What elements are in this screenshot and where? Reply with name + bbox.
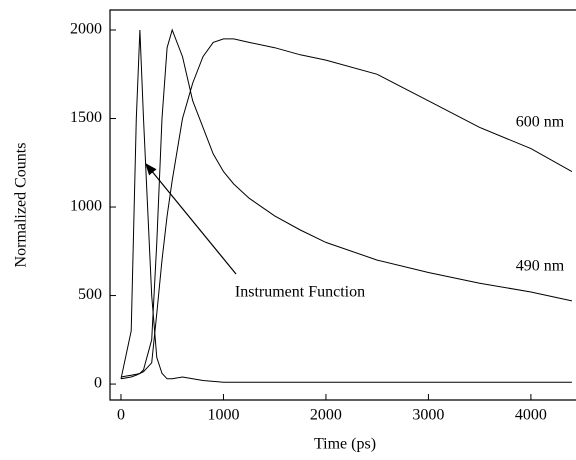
y-tick-label: 500: [78, 286, 102, 303]
series-line: [120, 38, 573, 378]
plot-frame: [109, 9, 576, 401]
series-label: 600 nm: [516, 114, 565, 131]
series-label: 490 nm: [516, 258, 565, 275]
y-tick-label: 1000: [70, 198, 102, 215]
series-label: Instrument Function: [235, 284, 365, 301]
x-tick-label: 2000: [310, 407, 342, 424]
series-line: [120, 29, 572, 383]
annotation-arrow: [145, 163, 237, 275]
y-tick-label: 1500: [70, 109, 102, 126]
x-tick-label: 1000: [207, 407, 239, 424]
x-tick-label: 3000: [412, 407, 444, 424]
x-axis-title: Time (ps): [314, 436, 376, 453]
y-tick-label: 0: [94, 375, 102, 392]
series-line: [120, 28, 573, 380]
x-tick-label: 0: [117, 407, 125, 424]
x-tick-label: 4000: [515, 407, 547, 424]
y-tick-label: 2000: [70, 21, 102, 38]
y-axis-title: Normalized Counts: [13, 143, 30, 268]
